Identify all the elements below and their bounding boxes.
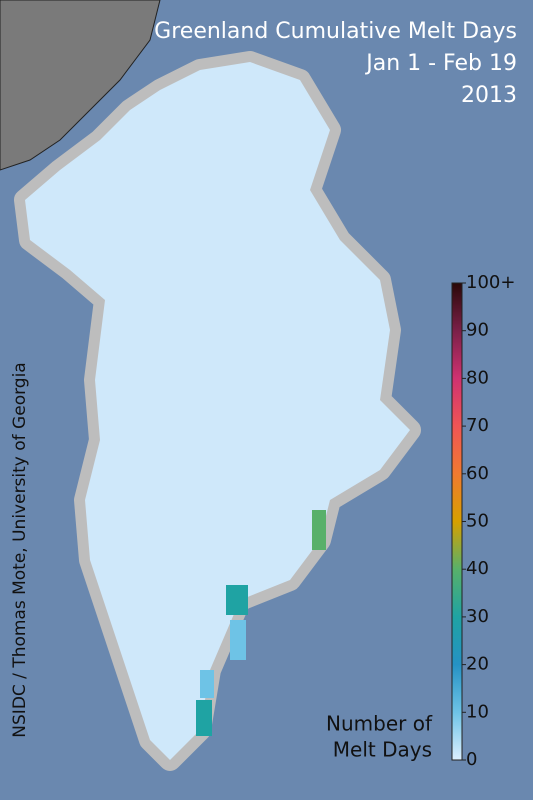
tick-label: 40	[466, 558, 489, 579]
colorbar-title-line: Number of	[326, 712, 433, 736]
tick-label: 70	[466, 415, 489, 436]
greenland-ice	[25, 62, 410, 760]
tick-label: 30	[466, 606, 489, 627]
tick-label: 50	[466, 511, 489, 532]
canada	[0, 0, 161, 171]
colorbar-title-line: Melt Days	[333, 738, 432, 762]
melt-patch	[312, 510, 326, 550]
colorbar-ticks: 0 10 20 30 40 50 60 70 80 90 100+	[462, 272, 515, 770]
colorbar	[451, 282, 463, 761]
title: Greenland Cumulative Melt Days Jan 1 - Fe…	[154, 19, 517, 108]
tick-label: 90	[466, 320, 489, 341]
tick-label: 100+	[466, 272, 515, 293]
tick-label: 0	[466, 749, 477, 770]
tick-label: 20	[466, 654, 489, 675]
melt-area	[196, 510, 326, 736]
credit: NSIDC / Thomas Mote, University of Georg…	[10, 362, 30, 737]
melt-patch	[230, 620, 246, 660]
title-line: 2013	[461, 83, 517, 108]
title-line: Greenland Cumulative Melt Days	[154, 19, 517, 44]
melt-patch	[226, 585, 248, 615]
tick-label: 10	[466, 701, 489, 722]
melt-patch	[200, 670, 214, 698]
tick-label: 60	[466, 463, 489, 484]
tick-label: 80	[466, 367, 489, 388]
title-line: Jan 1 - Feb 19	[364, 51, 517, 76]
melt-patch	[196, 700, 212, 736]
